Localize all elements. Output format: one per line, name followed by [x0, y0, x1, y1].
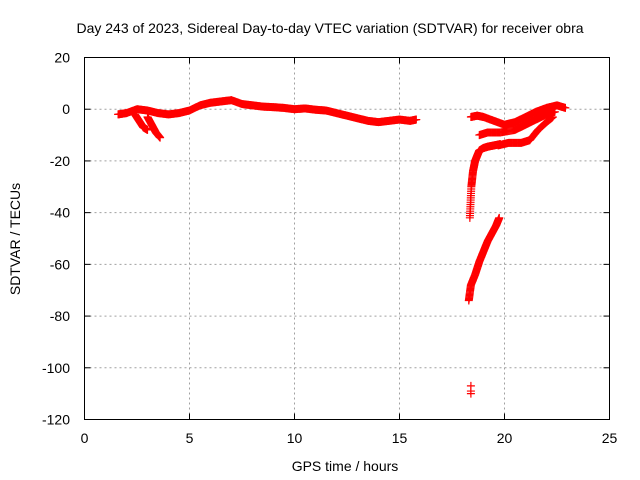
series-early-descent-1 [130, 110, 152, 134]
data-point [466, 389, 475, 398]
y-tick-label: 0 [62, 101, 70, 117]
y-tick-label: -120 [42, 412, 70, 428]
series-early-descent-2 [143, 112, 165, 142]
y-tick-label: -20 [50, 153, 70, 169]
data-point [495, 213, 504, 222]
data-points [114, 96, 570, 398]
data-point [550, 107, 559, 116]
data-point [496, 140, 505, 149]
data-point [143, 125, 152, 134]
x-tick-label: 20 [497, 430, 513, 446]
chart-title: Day 243 of 2023, Sidereal Day-to-day VTE… [76, 20, 583, 36]
x-tick-label: 25 [602, 430, 618, 446]
y-tick-label: -60 [50, 256, 70, 272]
x-tick-label: 0 [81, 430, 89, 446]
data-point [548, 112, 557, 121]
axis-ticks [84, 57, 610, 420]
data-point [412, 115, 421, 124]
data-point [156, 133, 165, 142]
y-tick-label: 20 [54, 50, 70, 66]
series-late-arc-2 [475, 107, 559, 140]
series-steep-rise [465, 140, 505, 222]
plot-frame [84, 57, 610, 420]
data-point [561, 103, 570, 112]
x-tick-label: 15 [392, 430, 408, 446]
tick-labels: 0 5 10 15 20 25 -120 -100 -80 -60 -40 -20 0 20 [42, 50, 618, 447]
x-axis-label: GPS time / hours [292, 458, 399, 474]
y-tick-label: -40 [50, 205, 70, 221]
y-tick-label: -100 [42, 360, 70, 376]
x-tick-label: 10 [287, 430, 303, 446]
y-tick-label: -80 [50, 308, 70, 324]
series-deep-arc [464, 213, 504, 305]
x-tick-label: 5 [186, 430, 194, 446]
series-outliers [466, 381, 475, 398]
series-main-arc [114, 96, 421, 127]
y-axis-label: SDTVAR / TECUs [7, 183, 23, 295]
series-late-arc-1 [466, 101, 570, 129]
